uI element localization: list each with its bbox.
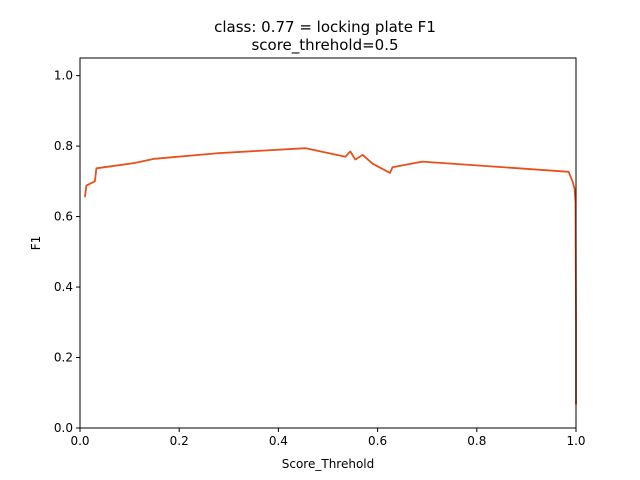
y-tick-label: 0.2 [54,351,73,365]
x-tick-label: 1.0 [566,434,585,448]
x-axis-label: Score_Threhold [282,457,375,471]
x-tick-label: 0.8 [467,434,486,448]
x-tick-label: 0.2 [170,434,189,448]
axes-frame [79,57,577,429]
plot-area [84,147,577,405]
chart-title: class: 0.77 = locking plate F1 [214,18,436,36]
x-tick-label: 0.6 [368,434,387,448]
y-tick-label: 0.4 [54,280,73,294]
x-tick-label: 0.4 [269,434,288,448]
y-axis-label: F1 [29,236,43,251]
chart-subtitle: score_threhold=0.5 [251,36,398,55]
f1-series-line [84,147,577,405]
y-tick-label: 0.8 [54,139,73,153]
y-tick-label: 1.0 [54,69,73,83]
axis-ticks: 0.0 0.2 0.4 0.6 0.8 1.0 0.0 0.2 0.4 0.6 0.8 1.0 [54,69,586,448]
x-tick-label: 0.0 [70,434,89,448]
y-tick-label: 0.6 [54,210,73,224]
y-tick-label: 0.0 [54,421,73,435]
